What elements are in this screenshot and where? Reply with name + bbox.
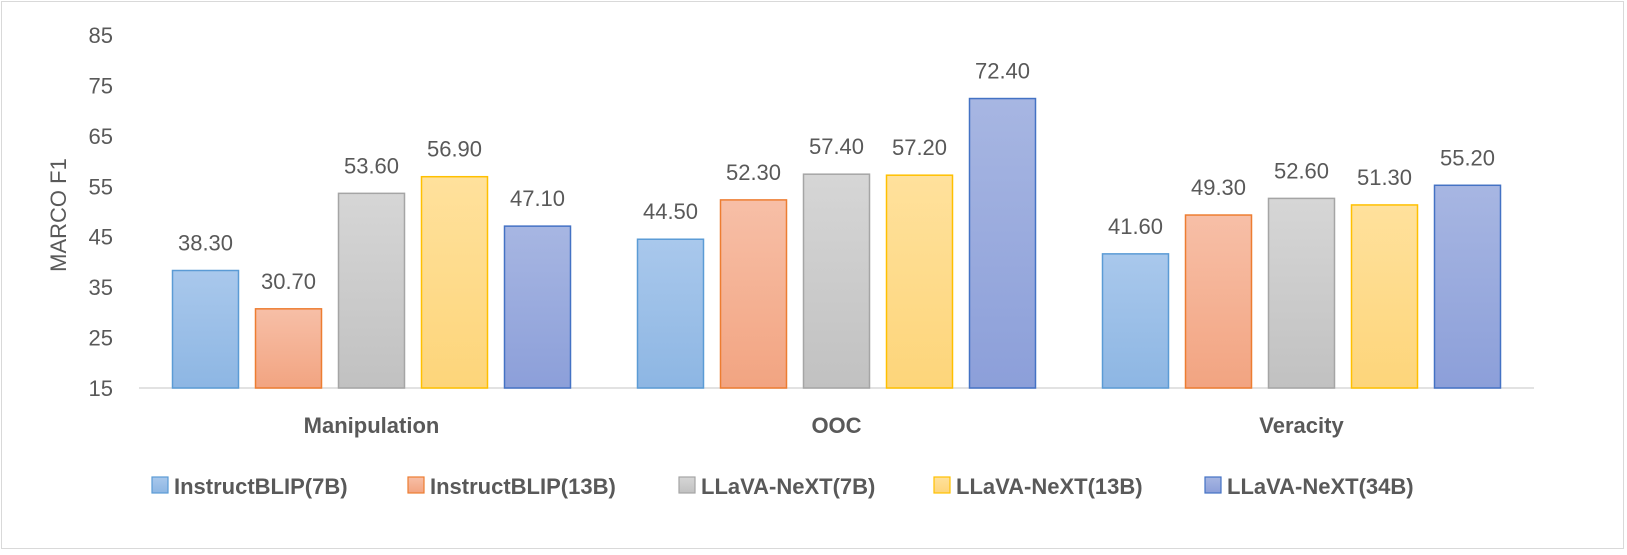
data-label: 57.20 [892, 135, 947, 160]
legend-label: LLaVA-NeXT(34B) [1227, 474, 1414, 499]
bar-ooc-instructblip-7b [636, 238, 705, 389]
bar-ooc-instructblip-13b [719, 199, 788, 389]
y-tick-label: 65 [89, 124, 113, 149]
x-category-label: OOC [811, 413, 861, 438]
y-tick-label: 25 [89, 326, 113, 351]
legend-label: InstructBLIP(13B) [430, 474, 616, 499]
legend-label: InstructBLIP(7B) [174, 474, 348, 499]
data-label: 53.60 [344, 153, 399, 178]
legend-swatch-llava-next-34b [1204, 476, 1222, 494]
bar-veracity-llava-next-7b [1267, 197, 1336, 389]
data-label: 30.70 [261, 269, 316, 294]
data-label: 57.40 [809, 134, 864, 159]
data-label: 44.50 [643, 199, 698, 224]
bar-veracity-llava-next-13b [1350, 204, 1419, 389]
x-category-label: Veracity [1259, 413, 1344, 438]
bar-manipulation-llava-next-13b [420, 175, 489, 389]
data-label: 49.30 [1191, 175, 1246, 200]
data-label: 41.60 [1108, 214, 1163, 239]
data-label: 72.40 [975, 59, 1030, 84]
bar-ooc-llava-next-34b [968, 97, 1037, 389]
data-label: 51.30 [1357, 165, 1412, 190]
data-label: 56.90 [427, 137, 482, 162]
bar-manipulation-llava-next-7b [337, 192, 406, 389]
y-tick-label: 85 [89, 23, 113, 48]
bars-layer [171, 97, 1502, 389]
x-category-label: Manipulation [304, 413, 440, 438]
bar-ooc-llava-next-13b [885, 174, 954, 389]
data-label: 52.30 [726, 160, 781, 185]
bar-manipulation-instructblip-13b [254, 308, 323, 389]
bar-manipulation-llava-next-34b [503, 225, 572, 389]
y-tick-label: 35 [89, 275, 113, 300]
data-labels-layer: 38.30 30.70 53.60 56.90 47.10 44.50 52.30 57.40… [178, 59, 1495, 294]
data-label: 38.30 [178, 231, 233, 256]
data-label: 52.60 [1274, 158, 1329, 183]
bar-veracity-instructblip-13b [1184, 214, 1253, 389]
y-axis-title: MARCO F1 [46, 158, 71, 272]
bar-veracity-instructblip-7b [1101, 253, 1170, 389]
data-label: 47.10 [510, 186, 565, 211]
legend-label: LLaVA-NeXT(13B) [956, 474, 1143, 499]
legend-swatch-llava-next-13b [933, 476, 951, 494]
legend: InstructBLIP(7B) InstructBLIP(13B) LLaVA-N… [151, 474, 1414, 499]
y-tick-label: 15 [89, 376, 113, 401]
legend-swatch-instructblip-13b [407, 476, 425, 494]
data-label: 55.20 [1440, 145, 1495, 170]
y-tick-label: 55 [89, 174, 113, 199]
y-tick-label: 45 [89, 225, 113, 250]
bar-manipulation-instructblip-7b [171, 269, 240, 389]
legend-swatch-llava-next-7b [678, 476, 696, 494]
legend-swatch-instructblip-7b [151, 476, 169, 494]
y-tick-label: 75 [89, 73, 113, 98]
bar-veracity-llava-next-34b [1433, 184, 1502, 389]
legend-label: LLaVA-NeXT(7B) [701, 474, 875, 499]
bar-ooc-llava-next-7b [802, 173, 871, 389]
